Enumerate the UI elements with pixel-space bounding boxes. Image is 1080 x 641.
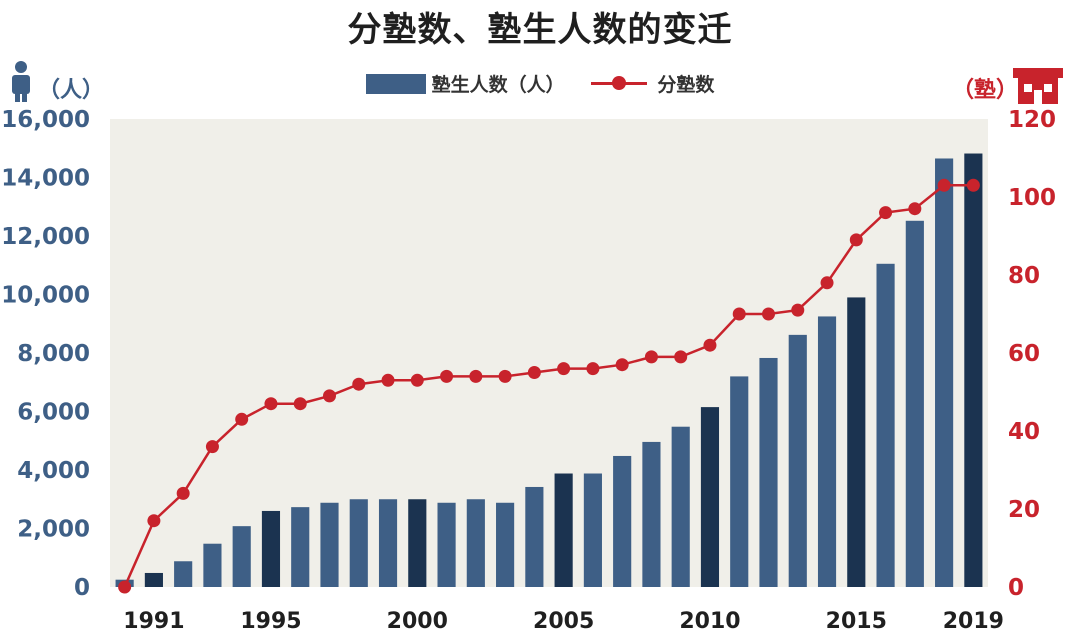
bar-2015: [847, 297, 866, 587]
y-right-tick: 100: [1008, 185, 1056, 211]
y-right-tick: 60: [1008, 341, 1040, 367]
point-2017: [908, 202, 922, 216]
chart-title: 分塾数、塾生人数的变迁: [347, 10, 733, 50]
bar-1994: [232, 526, 251, 587]
bar-2006: [583, 473, 602, 587]
bar-2009: [671, 426, 690, 587]
point-2011: [732, 307, 746, 321]
bar-2003: [496, 502, 515, 587]
point-1997: [323, 389, 336, 403]
y-right-tick: 40: [1008, 419, 1040, 445]
x-tick: 2005: [533, 609, 594, 634]
point-1995: [264, 397, 278, 411]
bar-2002: [466, 499, 485, 587]
y-right-tick: 0: [1008, 575, 1024, 601]
point-1993: [205, 440, 219, 454]
bar-1997: [320, 502, 339, 587]
point-1991: [147, 514, 161, 528]
bar-2011: [730, 376, 749, 587]
person-icon: [12, 61, 30, 102]
point-2010: [703, 338, 717, 352]
legend-label-branches: 分塾数: [657, 74, 715, 96]
point-2013: [791, 303, 805, 317]
y-left-tick: 12,000: [1, 224, 90, 250]
right-axis-unit: （塾）: [951, 78, 1018, 103]
left-axis-unit: （人）: [38, 78, 105, 103]
bar-2008: [642, 441, 661, 587]
legend-swatch-bar: [365, 73, 426, 94]
point-2001: [440, 369, 454, 383]
legend-item-branches: 分塾数: [591, 70, 714, 97]
point-1990: [118, 580, 132, 594]
y-left-tick: 16,000: [1, 107, 90, 133]
y-left-tick: 0: [74, 575, 90, 601]
x-tick: 2015: [826, 609, 887, 634]
point-1994: [235, 412, 249, 426]
bar-1998: [349, 499, 368, 587]
bar-2014: [817, 316, 837, 587]
legend: 塾生人数（人） 分塾数: [0, 70, 1080, 97]
y-left-tick: 6,000: [17, 400, 90, 426]
point-2002: [469, 369, 483, 383]
y-left-tick: 4,000: [17, 458, 90, 484]
bar-1993: [203, 543, 222, 587]
point-1999: [381, 373, 395, 387]
point-2008: [644, 350, 658, 364]
school-house-icon: [1013, 68, 1063, 104]
bar-2018: [935, 158, 954, 588]
point-2015: [849, 233, 863, 247]
point-2006: [586, 362, 600, 376]
bar-1999: [378, 499, 398, 587]
bar-2019: [964, 153, 983, 587]
plot-area: [110, 119, 988, 587]
y-right-tick: 20: [1008, 497, 1040, 523]
x-tick: 2000: [387, 609, 448, 634]
point-2007: [615, 358, 629, 372]
bar-2013: [788, 334, 807, 587]
y-right-tick: 80: [1008, 263, 1040, 289]
point-2019: [966, 178, 980, 192]
bar-2016: [876, 263, 895, 587]
point-2005: [557, 362, 571, 376]
bar-2007: [613, 455, 632, 587]
point-2004: [527, 366, 541, 379]
point-2009: [674, 350, 688, 364]
x-tick: 1995: [240, 609, 301, 634]
x-tick: 1991: [123, 609, 184, 634]
bar-2017: [905, 220, 924, 588]
legend-label-students: 塾生人数（人）: [431, 74, 565, 96]
bar-1995: [261, 510, 281, 587]
point-1996: [293, 397, 307, 411]
y-left-tick: 8,000: [17, 341, 90, 367]
y-right-tick: 120: [1008, 107, 1056, 133]
point-2018: [937, 178, 951, 192]
y-left-tick: 14,000: [1, 166, 90, 192]
bar-2004: [525, 486, 544, 587]
legend-swatch-line: [591, 76, 648, 90]
bar-1991: [144, 572, 163, 587]
bar-1992: [174, 561, 193, 587]
bar-1996: [291, 507, 310, 587]
bar-2012: [759, 357, 778, 587]
bar-2010: [700, 407, 720, 587]
point-2016: [879, 206, 893, 220]
bar-2000: [408, 499, 427, 587]
point-2012: [762, 307, 775, 321]
bar-2001: [437, 502, 456, 587]
legend-item-students: 塾生人数（人）: [365, 70, 565, 97]
point-1998: [352, 377, 366, 391]
point-2003: [498, 369, 512, 383]
x-tick: 2010: [679, 609, 740, 634]
x-tick: 2019: [943, 609, 1004, 634]
point-1992: [176, 486, 190, 500]
y-left-tick: 2,000: [17, 517, 90, 543]
y-left-tick: 10,000: [1, 283, 90, 309]
point-2014: [820, 276, 834, 290]
point-2000: [410, 373, 424, 387]
bar-2005: [554, 473, 573, 587]
